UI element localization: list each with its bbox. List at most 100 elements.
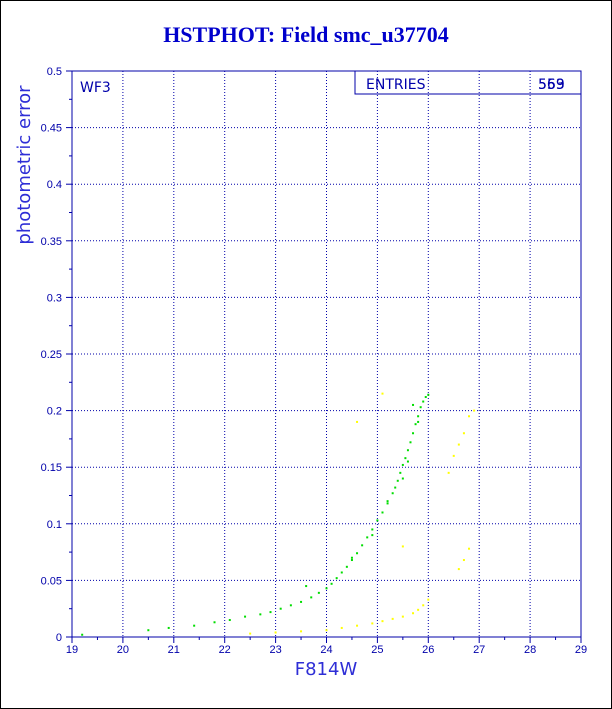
green-data-point (391, 492, 394, 495)
green-data-point (269, 611, 272, 614)
y-tick-label: 0.45 (41, 123, 62, 135)
yellow-data-point (300, 630, 303, 633)
green-data-point (366, 536, 369, 539)
yellow-data-point (412, 612, 415, 615)
green-data-point (330, 582, 333, 585)
yellow-data-point (401, 545, 404, 548)
green-data-point (259, 613, 262, 616)
green-data-point (335, 577, 338, 580)
green-data-point (409, 441, 412, 444)
yellow-data-point (356, 624, 359, 627)
green-data-point (305, 585, 308, 588)
green-data-point (414, 423, 417, 426)
yellow-data-point (401, 615, 404, 618)
green-data-point (381, 511, 384, 514)
yellow-data-point (340, 626, 343, 629)
green-data-point (244, 615, 247, 618)
chart-title: HSTPHOT: Field smc_u37704 (163, 22, 449, 47)
yellow-data-point (381, 392, 384, 395)
x-tick-label: 25 (371, 644, 383, 656)
y-tick-label: 0.2 (47, 406, 62, 418)
axis-ticks (66, 70, 582, 643)
green-data-point (401, 477, 404, 480)
data-points (81, 392, 476, 636)
x-tick-label: 22 (219, 644, 231, 656)
green-data-point (81, 633, 84, 636)
green-data-point (361, 544, 364, 547)
x-tick-labels: 19 20 21 22 23 24 25 26 27 28 29 (66, 644, 587, 656)
y-tick-label: 0.3 (47, 292, 62, 304)
y-tick-label: 0.15 (41, 462, 62, 474)
green-data-point (412, 403, 415, 406)
grid-lines (72, 71, 581, 637)
green-data-point (376, 519, 379, 522)
green-data-point (386, 502, 389, 505)
yellow-data-point (417, 608, 420, 611)
green-data-point (147, 629, 150, 632)
yellow-data-point (447, 471, 450, 474)
y-tick-label: 0.05 (41, 575, 62, 587)
stats-box: ENTRIES 569 553 (354, 71, 581, 95)
stats-entries-value-2: 553 (538, 77, 565, 93)
green-data-point (193, 624, 196, 627)
y-tick-label: 0.1 (47, 519, 62, 531)
y-tick-label: 0 (56, 632, 62, 644)
y-tick-labels: 0 0.05 0.1 0.15 0.2 0.25 0.3 0.35 0.4 0.45 0.5 (41, 66, 62, 644)
green-data-point (422, 400, 425, 403)
y-tick-label: 0.4 (47, 179, 62, 191)
y-tick-label: 0.5 (47, 66, 62, 78)
green-data-point (401, 463, 404, 466)
x-axis-title: F814W (295, 659, 358, 680)
x-tick-label: 19 (66, 644, 78, 656)
green-data-point (417, 415, 420, 418)
green-data-point (371, 534, 374, 537)
green-data-point (317, 591, 320, 594)
yellow-data-point (468, 415, 471, 418)
yellow-data-point (371, 622, 374, 625)
yellow-data-point (391, 617, 394, 620)
yellow-data-point (452, 454, 455, 457)
stats-entries-label: ENTRIES (366, 77, 426, 93)
yellow-data-point (274, 631, 277, 634)
green-data-point (213, 621, 216, 624)
y-axis-title: photometric error (14, 85, 35, 245)
x-tick-label: 24 (320, 644, 332, 656)
green-data-point (167, 626, 170, 629)
yellow-data-point (249, 632, 252, 635)
x-tick-label: 23 (269, 644, 281, 656)
green-data-point (350, 559, 353, 562)
green-data-point (350, 556, 353, 559)
green-data-point (424, 396, 427, 399)
green-data-point (399, 471, 402, 474)
green-data-point (386, 500, 389, 503)
stats-entries-value: 569 (538, 77, 565, 93)
green-data-point (396, 479, 399, 482)
green-data-point (228, 619, 231, 622)
green-data-point (300, 600, 303, 603)
green-data-point (340, 571, 343, 574)
yellow-data-point (457, 568, 460, 571)
x-tick-label: 27 (473, 644, 485, 656)
green-data-point (427, 393, 430, 396)
x-tick-label: 26 (422, 644, 434, 656)
x-tick-label: 20 (117, 644, 129, 656)
yellow-data-point (422, 604, 425, 607)
green-data-point (404, 457, 407, 460)
green-data-point (345, 565, 348, 568)
green-data-point (325, 587, 328, 590)
y-tick-label: 0.35 (41, 236, 62, 248)
green-data-point (406, 460, 409, 463)
yellow-data-point (462, 559, 465, 562)
yellow-data-point (427, 598, 430, 601)
stats-box-border (354, 71, 581, 95)
yellow-data-point (381, 620, 384, 623)
green-data-point (412, 432, 415, 435)
green-data-point (356, 552, 359, 555)
green-data-point (419, 406, 422, 409)
green-data-point (371, 528, 374, 531)
green-data-point (417, 420, 420, 423)
yellow-data-point (325, 629, 328, 632)
yellow-data-point (462, 432, 465, 435)
yellow-data-point (473, 409, 476, 412)
